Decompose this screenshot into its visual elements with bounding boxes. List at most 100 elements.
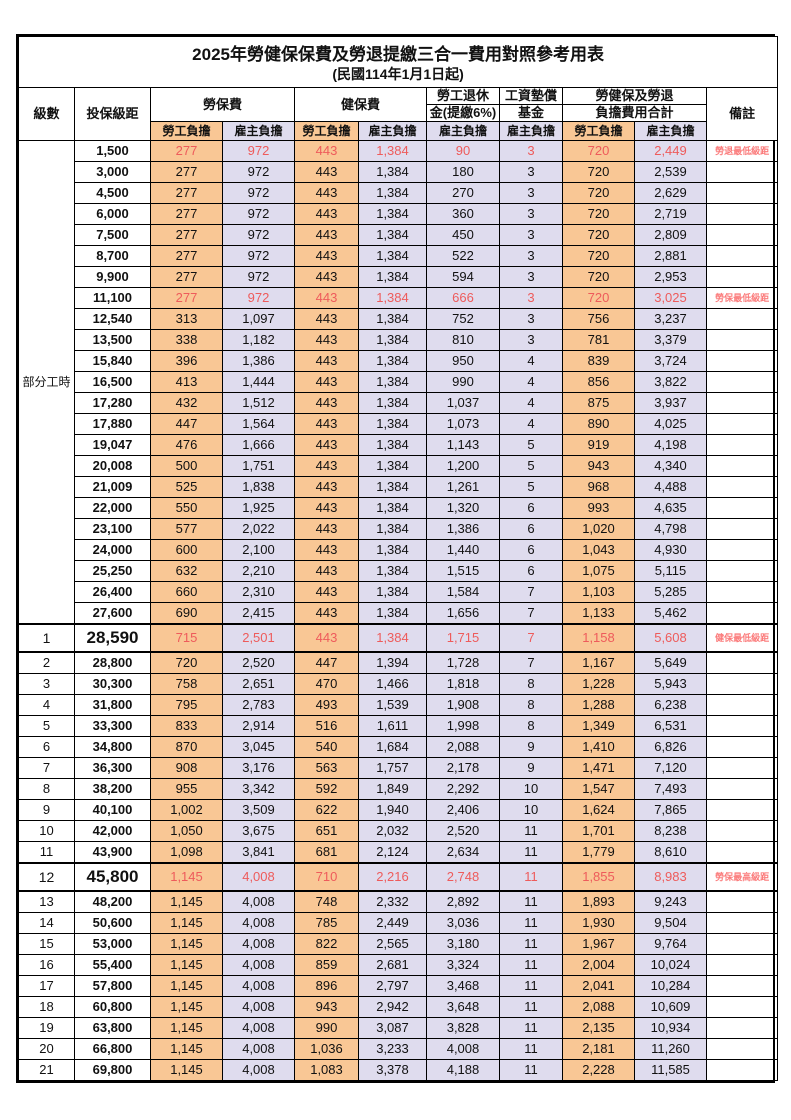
labor-employee-cell: 908 (150, 757, 223, 779)
labor-employer-cell: 1,925 (222, 497, 295, 519)
health-employer-cell: 1,849 (358, 778, 427, 800)
health-employer-cell: 2,216 (358, 862, 427, 892)
remark-cell (705, 694, 779, 716)
health-employee-cell: 443 (294, 581, 359, 603)
bracket-cell: 9,900 (74, 266, 151, 288)
remark-cell (705, 996, 779, 1018)
health-employee-cell: 443 (294, 602, 359, 625)
total-employer-cell: 3,237 (634, 308, 707, 330)
health-employee-cell: 896 (294, 975, 359, 997)
bracket-cell: 53,000 (74, 933, 151, 955)
bracket-cell: 7,500 (74, 224, 151, 246)
wage-fund-employer-cell: 4 (499, 413, 563, 435)
level-cell: 16 (18, 954, 75, 976)
pension-employer-cell: 1,261 (426, 476, 500, 498)
level-cell: 19 (18, 1017, 75, 1039)
total-employee-cell: 2,228 (562, 1059, 635, 1081)
total-employee-cell: 2,041 (562, 975, 635, 997)
health-employee-cell: 443 (294, 476, 359, 498)
labor-employer-cell: 1,512 (222, 392, 295, 414)
table-row: 10 42,000 1,050 3,675 651 2,032 2,520 11 1,701 8,… (18, 820, 779, 842)
table-title: 2025年勞健保保費及勞退提繳三合一費用對照參考用表 (民國114年1月1日起) (17, 36, 779, 88)
labor-employee-cell: 396 (150, 350, 223, 372)
health-employer-cell: 1,384 (358, 623, 427, 653)
health-employer-cell: 1,384 (358, 287, 427, 309)
subheader-pension-employer: 雇主負擔 (426, 121, 500, 141)
subheader-labor-employer: 雇主負擔 (222, 121, 295, 141)
table-row: 21 69,800 1,145 4,008 1,083 3,378 4,188 11 2,228… (18, 1059, 779, 1081)
remark-cell (705, 975, 779, 997)
table-row: 12 45,800 1,145 4,008 710 2,216 2,748 11 1,855 8,… (18, 862, 779, 892)
level-cell: 15 (18, 933, 75, 955)
remark-cell (705, 1059, 779, 1081)
bracket-cell: 19,047 (74, 434, 151, 456)
pension-employer-cell: 522 (426, 245, 500, 267)
remark-cell (705, 371, 779, 393)
health-employer-cell: 1,384 (358, 413, 427, 435)
total-employer-cell: 6,238 (634, 694, 707, 716)
total-employer-cell: 2,953 (634, 266, 707, 288)
remark-cell (705, 434, 779, 456)
table-row: 26,400 660 2,310 443 1,384 1,584 7 1,103 5,285 (19, 581, 779, 603)
labor-employer-cell: 1,386 (222, 350, 295, 372)
total-employee-cell: 2,088 (562, 996, 635, 1018)
health-employee-cell: 443 (294, 245, 359, 267)
pension-employer-cell: 1,515 (426, 560, 500, 582)
total-employee-cell: 1,624 (562, 799, 635, 821)
subheader-total-employee: 勞工負擔 (562, 121, 635, 141)
total-employee-cell: 1,103 (562, 581, 635, 603)
health-employer-cell: 1,611 (358, 715, 427, 737)
wage-fund-employer-cell: 3 (499, 140, 563, 162)
health-employee-cell: 443 (294, 161, 359, 183)
wage-fund-employer-cell: 5 (499, 434, 563, 456)
wage-fund-employer-cell: 7 (499, 602, 563, 625)
wage-fund-employer-cell: 3 (499, 203, 563, 225)
table-row: 7 36,300 908 3,176 563 1,757 2,178 9 1,471 7,120 (18, 757, 779, 779)
labor-employee-cell: 1,145 (150, 862, 223, 892)
health-employer-cell: 2,449 (358, 912, 427, 934)
health-employee-cell: 540 (294, 736, 359, 758)
labor-employee-cell: 833 (150, 715, 223, 737)
wage-fund-employer-cell: 4 (499, 350, 563, 372)
wage-fund-employer-cell: 10 (499, 778, 563, 800)
premium-table-body: 部分工時 1,500 277 972 443 1,384 90 3 720 2,449 勞退最低級距… (18, 140, 779, 1081)
health-employee-cell: 443 (294, 266, 359, 288)
remark-cell (705, 539, 779, 561)
health-employee-cell: 822 (294, 933, 359, 955)
total-employee-cell: 720 (562, 182, 635, 204)
bracket-cell: 30,300 (74, 673, 151, 695)
labor-employee-cell: 550 (150, 497, 223, 519)
total-employer-cell: 8,610 (634, 841, 707, 864)
health-employer-cell: 1,539 (358, 694, 427, 716)
labor-employer-cell: 4,008 (222, 1038, 295, 1060)
level-cell: 6 (18, 736, 75, 758)
health-employer-cell: 2,032 (358, 820, 427, 842)
health-employee-cell: 443 (294, 140, 359, 162)
health-employer-cell: 1,384 (358, 182, 427, 204)
total-employee-cell: 720 (562, 224, 635, 246)
remark-cell (705, 1017, 779, 1039)
bracket-cell: 48,200 (74, 890, 151, 913)
pension-employer-cell: 1,320 (426, 497, 500, 519)
table-row: 9,900 277 972 443 1,384 594 3 720 2,953 (19, 266, 779, 288)
table-row: 11 43,900 1,098 3,841 681 2,124 2,634 11 1,779 8,… (18, 841, 779, 864)
remark-cell (705, 715, 779, 737)
bracket-cell: 55,400 (74, 954, 151, 976)
header-group-row-1: 級數 投保級距 勞保費 健保費 勞工退休 工資墊償 勞健保及勞退 備註 (18, 87, 779, 141)
subheader-health-employee: 勞工負擔 (294, 121, 359, 141)
pension-employer-cell: 2,748 (426, 862, 500, 892)
header-sub-row: 勞工負擔 雇主負擔 勞工負擔 雇主負擔 雇主負擔 雇主負擔 勞工負擔 雇主負擔 (19, 121, 778, 141)
health-employer-cell: 2,797 (358, 975, 427, 997)
health-employee-cell: 443 (294, 350, 359, 372)
pension-employer-cell: 666 (426, 287, 500, 309)
total-employee-cell: 1,410 (562, 736, 635, 758)
total-employee-cell: 943 (562, 455, 635, 477)
table-row: 22,000 550 1,925 443 1,384 1,320 6 993 4,635 (19, 497, 779, 519)
remark-cell (705, 757, 779, 779)
total-employee-cell: 1,701 (562, 820, 635, 842)
health-employee-cell: 1,036 (294, 1038, 359, 1060)
wage-fund-employer-cell: 11 (499, 1059, 563, 1081)
labor-employer-cell: 1,838 (222, 476, 295, 498)
health-employee-cell: 443 (294, 560, 359, 582)
wage-fund-employer-cell: 3 (499, 245, 563, 267)
